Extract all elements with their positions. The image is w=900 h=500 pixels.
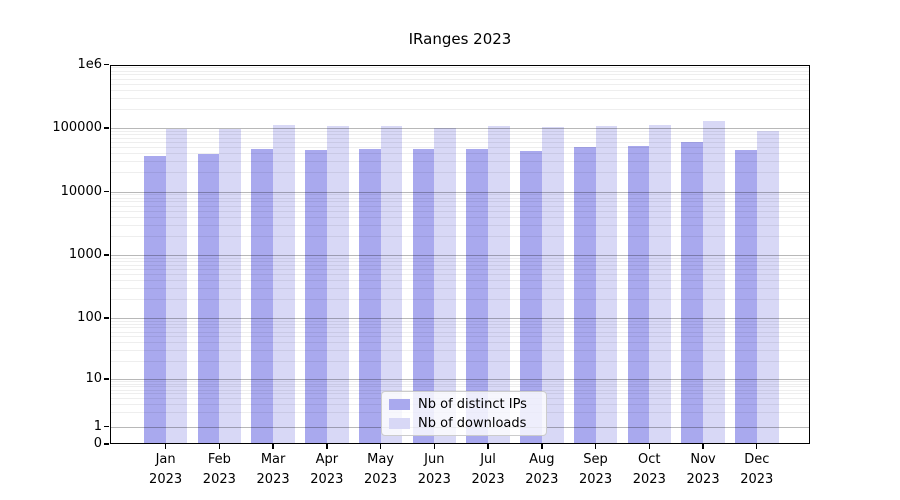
bar-distinct-ips-sep xyxy=(573,147,596,444)
x-tick-label: May 2023 xyxy=(364,452,398,487)
x-tick-label: Sep 2023 xyxy=(579,452,613,487)
x-axis-tick xyxy=(756,444,758,449)
bar-distinct-ips-feb xyxy=(197,153,220,444)
bar-downloads-sep xyxy=(595,126,618,444)
x-axis-tick xyxy=(702,444,704,449)
y-axis-tick xyxy=(104,378,109,380)
y-axis-tick xyxy=(104,127,109,129)
x-axis-tick xyxy=(326,444,328,449)
x-axis-tick xyxy=(594,444,597,449)
bar-distinct-ips-mar xyxy=(251,148,274,444)
x-tick-label: Jan 2023 xyxy=(149,452,183,487)
x-axis-tick xyxy=(648,444,650,449)
y-tick-label: 0 xyxy=(93,436,102,451)
bar-distinct-ips-nov xyxy=(681,141,704,444)
y-axis-tick xyxy=(104,254,109,256)
bar-downloads-feb xyxy=(219,128,242,444)
legend-item-distinct-ips: Nb of distinct IPs xyxy=(389,397,539,412)
y-tick-label: 100000 xyxy=(52,120,102,135)
x-axis-tick xyxy=(272,444,274,449)
chart-title: IRanges 2023 xyxy=(408,30,512,48)
x-tick-label: Mar 2023 xyxy=(256,452,290,487)
x-axis-tick xyxy=(379,444,382,449)
legend-label-downloads: Nb of downloads xyxy=(418,415,527,431)
bar-distinct-ips-aug xyxy=(520,150,542,444)
bar-distinct-ips-jan xyxy=(143,156,166,444)
y-tick-label: 1000 xyxy=(68,247,102,262)
legend-swatch-distinct-ips xyxy=(389,398,410,410)
y-tick-label: 100 xyxy=(77,310,102,325)
x-axis-tick xyxy=(487,444,489,449)
x-tick-label: Aug 2023 xyxy=(525,452,559,487)
y-tick-label: 10000 xyxy=(60,183,102,199)
bar-distinct-ips-jun xyxy=(412,149,435,444)
legend-label-distinct-ips: Nb of distinct IPs xyxy=(418,396,527,412)
legend-item-downloads: Nb of downloads xyxy=(389,416,539,431)
bar-downloads-may xyxy=(380,125,403,444)
x-tick-label: Apr 2023 xyxy=(310,452,344,487)
bar-downloads-aug xyxy=(541,127,564,444)
x-axis-tick xyxy=(433,444,436,449)
bar-downloads-jul xyxy=(488,125,510,444)
x-tick-label: Nov 2023 xyxy=(686,452,720,487)
x-tick-label: Feb 2023 xyxy=(202,452,236,487)
y-axis-tick xyxy=(104,63,109,66)
bar-distinct-ips-may xyxy=(358,148,381,444)
x-axis-tick xyxy=(218,444,221,449)
x-tick-label: Jun 2023 xyxy=(417,452,451,487)
bar-distinct-ips-dec xyxy=(734,150,757,444)
bar-downloads-mar xyxy=(273,125,295,444)
y-axis-tick xyxy=(104,190,109,193)
bar-downloads-oct xyxy=(649,124,672,444)
bar-downloads-jun xyxy=(434,128,457,444)
y-tick-label: 1 xyxy=(93,418,102,434)
y-tick-label: 1e6 xyxy=(77,56,102,72)
x-tick-label: Jul 2023 xyxy=(471,452,505,487)
bar-distinct-ips-oct xyxy=(627,146,650,444)
y-axis-tick xyxy=(104,425,109,428)
y-axis-tick xyxy=(104,317,109,319)
bar-distinct-ips-apr xyxy=(305,150,327,444)
y-axis-tick xyxy=(104,443,109,445)
bar-downloads-dec xyxy=(756,130,779,444)
x-tick-label: Dec 2023 xyxy=(740,452,774,487)
bar-downloads-nov xyxy=(703,121,725,444)
legend: Nb of distinct IPs Nb of downloads xyxy=(381,391,547,436)
x-axis-tick xyxy=(541,444,543,449)
x-tick-label: Oct 2023 xyxy=(632,452,666,487)
legend-swatch-downloads xyxy=(389,417,410,429)
x-axis-tick xyxy=(164,444,167,449)
bar-downloads-jan xyxy=(165,129,188,444)
bar-distinct-ips-jul xyxy=(466,148,489,444)
bar-downloads-apr xyxy=(326,126,349,444)
y-tick-label: 10 xyxy=(85,371,102,386)
